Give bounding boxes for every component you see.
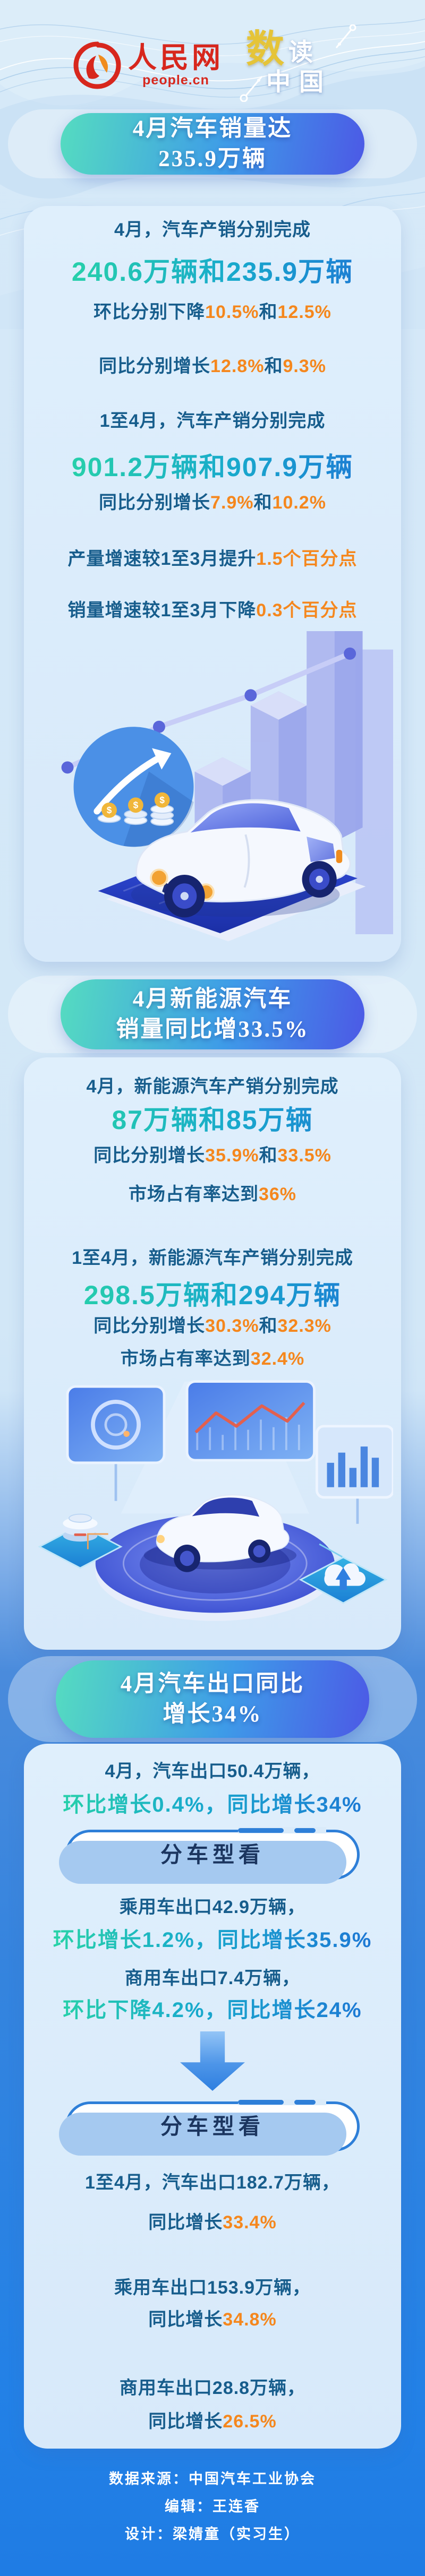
stat-line: 同比分别增长12.8%和9.3% [99, 356, 326, 376]
stat-orange-value: 33.5% [277, 1145, 332, 1166]
svg-text:$: $ [133, 799, 139, 810]
card-nev-production-sales: 4月，新能源汽车产销分别完成 87万辆和85万辆 同比分别增长35.9%和33.… [24, 1057, 401, 1650]
section-badge-pill: 4月汽车出口同比 增长34% [56, 1660, 369, 1738]
stat-orange-value: 33.4% [223, 2212, 277, 2233]
stat-gradient-line: 环比增长1.2%，同比增长35.9% [24, 1927, 401, 1953]
header: 人民网 people.cn 数 读 中国 [0, 24, 425, 102]
people-logo-icon [73, 41, 121, 89]
stat-line: 商用车出口7.4万辆， [124, 1968, 301, 1988]
data-china-char-du: 读 [288, 39, 313, 66]
stat-line: 同比分别增长30.3%和32.3% [94, 1316, 332, 1336]
stat-orange-value: 12.5% [277, 302, 332, 322]
sensor-pad [38, 1513, 123, 1569]
growth-circle-icon: $ $ $ [73, 727, 194, 847]
stat-gradient-line: 环比下降4.2%，同比增长24% [24, 1997, 401, 2023]
people-cn-logo: 人民网 people.cn [73, 41, 224, 90]
stat-orange-value: 32.3% [277, 1316, 332, 1336]
stat-orange-value: 30.3% [205, 1316, 259, 1336]
card-auto-production-sales: 4月，汽车产销分别完成 240.6万辆和235.9万辆 环比分别下降10.5%和… [24, 206, 401, 962]
data-china-char-shu: 数 [246, 28, 285, 71]
stat-line: 同比增长33.4% [148, 2212, 277, 2233]
section-badge-pill: 4月汽车销量达 235.9万辆 [61, 113, 364, 175]
magnifier-needle-icon [335, 24, 356, 48]
stat-line: 乘用车出口153.9万辆， [114, 2278, 311, 2298]
stat-orange-value: 10.5% [205, 302, 259, 322]
badge-title-line: 销量同比增33.5% [116, 1017, 309, 1042]
data-source-line: 数据来源：中国汽车工业协会 [109, 2471, 316, 2487]
stat-orange-value: 9.3% [283, 356, 326, 376]
stat-highlight-numbers: 87万辆和85万辆 [24, 1103, 401, 1137]
button-label: 分车型看 [160, 1842, 265, 1867]
stat-orange-value: 1.5个百分点 [256, 549, 358, 569]
badge-title-line: 增长34% [163, 1702, 262, 1727]
badge-title-line: 235.9万辆 [158, 147, 267, 171]
stat-line: 同比分别增长35.9%和33.5% [94, 1145, 332, 1166]
designer-line: 设计：梁婧童（实习生） [125, 2526, 300, 2542]
stat-line: 同比分别增长7.9%和10.2% [99, 493, 326, 513]
card-auto-exports: 4月，汽车出口50.4万辆， 环比增长0.4%，同比增长34% 分车型看 乘用车… [24, 1744, 401, 2449]
svg-text:$: $ [107, 805, 112, 815]
footer-credits: 数据来源：中国汽车工业协会 编辑：王连香 设计：梁婧童（实习生） [0, 2467, 425, 2550]
people-logo-subtext: people.cn [142, 73, 209, 88]
editor-line: 编辑：王连香 [165, 2499, 260, 2514]
stat-line: 商用车出口28.8万辆， [119, 2378, 306, 2398]
stat-orange-value: 0.3个百分点 [256, 600, 358, 621]
stat-orange-value: 32.4% [250, 1349, 305, 1369]
stat-highlight-numbers: 901.2万辆和907.9万辆 [24, 450, 401, 484]
badge-title-line: 4月汽车出口同比 [120, 1672, 305, 1696]
stat-line: 1至4月，汽车产销分别完成 [99, 411, 326, 431]
stat-orange-value: 36% [258, 1184, 297, 1204]
badge-title-line: 4月汽车销量达 [132, 116, 293, 141]
stat-orange-value: 26.5% [223, 2411, 277, 2432]
stat-orange-value: 10.2% [272, 493, 326, 513]
stat-orange-value: 12.8% [210, 356, 265, 376]
stat-highlight-numbers: 298.5万辆和294万辆 [24, 1278, 401, 1312]
stat-line: 同比增长34.8% [148, 2310, 277, 2330]
stat-orange-value: 35.9% [205, 1145, 259, 1166]
section-badge-export: 4月汽车出口同比 增长34% [8, 1656, 417, 1742]
stat-line: 销量增速较1至3月下降0.3个百分点 [67, 600, 358, 621]
stat-line: 产量增速较1至3月提升1.5个百分点 [67, 549, 358, 569]
pill-border-dashes [238, 2099, 326, 2105]
nev-stage-illustration [38, 1380, 393, 1621]
section-badge-sales: 4月汽车销量达 235.9万辆 [8, 109, 417, 178]
car-illustration [98, 799, 366, 942]
stat-line: 1至4月，新能源汽车产销分别完成 [72, 1248, 353, 1268]
stat-gradient-line: 环比增长0.4%，同比增长34% [24, 1791, 401, 1818]
round-platform [95, 1514, 335, 1621]
stat-line: 4月，汽车产销分别完成 [114, 220, 311, 240]
stat-orange-value: 7.9% [210, 493, 254, 513]
stat-line: 4月，汽车出口50.4万辆， [105, 1761, 320, 1781]
stat-line: 1至4月，汽车出口182.7万辆， [85, 2173, 340, 2193]
car-growth-illustration: $ $ $ [61, 631, 393, 942]
bar-chart-screen [315, 1425, 393, 1524]
magnifier-needle-icon [240, 76, 263, 102]
stat-orange-value: 34.8% [223, 2310, 277, 2330]
data-china-chars-zhongguo: 中国 [266, 68, 332, 96]
stat-highlight-numbers: 240.6万辆和235.9万辆 [24, 255, 401, 289]
section-badge-nev: 4月新能源汽车 销量同比增33.5% [8, 976, 417, 1053]
coin-stack-icon: $ $ $ [97, 792, 174, 826]
stat-line: 市场占有率达到32.4% [120, 1349, 305, 1369]
stat-line: 乘用车出口42.9万辆， [119, 1897, 306, 1917]
data-china-logo: 数 读 中国 [240, 24, 356, 102]
stat-line: 市场占有率达到36% [128, 1184, 297, 1204]
section-badge-pill: 4月新能源汽车 销量同比增33.5% [61, 979, 364, 1049]
stat-line: 环比分别下降10.5%和12.5% [94, 302, 332, 322]
stat-line: 同比增长26.5% [148, 2411, 277, 2432]
radar-screen [66, 1385, 166, 1501]
by-vehicle-type-button[interactable]: 分车型看 [59, 2099, 360, 2156]
down-arrow-icon [180, 2031, 245, 2091]
badge-title-line: 4月新能源汽车 [132, 987, 293, 1012]
button-label: 分车型看 [160, 2114, 265, 2139]
pill-border-dashes [238, 1827, 326, 1833]
car-illustration [143, 1494, 297, 1572]
cloud-upload-icon [299, 1556, 388, 1604]
people-logo-text: 人民网 [128, 42, 224, 74]
stat-line: 4月，新能源汽车产销分别完成 [86, 1076, 339, 1097]
line-chart-screen [185, 1380, 316, 1462]
svg-text:$: $ [159, 795, 165, 805]
by-vehicle-type-button[interactable]: 分车型看 [59, 1827, 360, 1884]
